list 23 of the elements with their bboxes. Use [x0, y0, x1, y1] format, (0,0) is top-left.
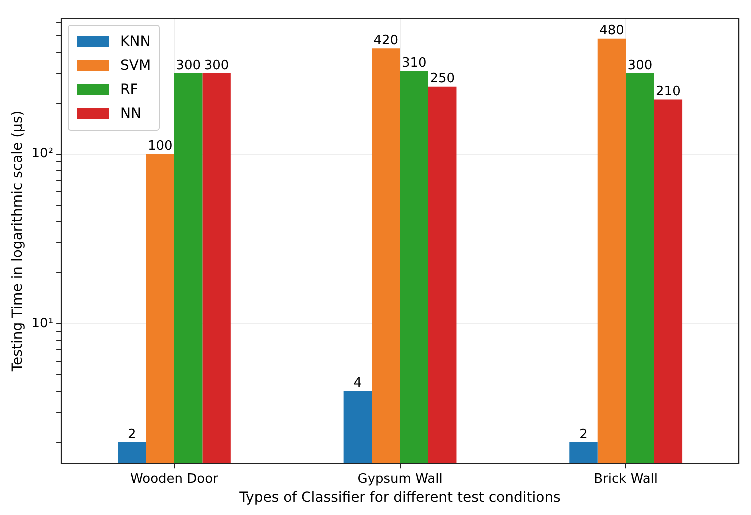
data-label: 310: [402, 56, 427, 71]
legend-label: KNN: [120, 34, 151, 50]
y-axis-title: Testing Time in logarithmic scale (µs): [10, 110, 26, 373]
data-label: 2: [128, 427, 136, 442]
data-label: 300: [628, 58, 653, 74]
legend-label: RF: [120, 82, 138, 98]
y-tick-label: 10²: [32, 146, 54, 162]
data-label: 420: [374, 34, 399, 49]
y-tick-label: 10¹: [32, 316, 54, 332]
x-tick-label: Brick Wall: [594, 472, 658, 487]
data-label: 2: [580, 427, 588, 442]
data-label: 210: [656, 84, 681, 100]
data-label: 250: [430, 72, 456, 87]
data-label: 300: [176, 58, 201, 74]
x-tick-label: Gypsum Wall: [358, 472, 443, 487]
x-axis-title: Types of Classifier for different test conditions: [238, 490, 561, 506]
legend-label: NN: [120, 106, 142, 122]
data-label: 4: [354, 376, 362, 392]
data-label: 480: [600, 24, 624, 39]
legend-label: SVM: [120, 58, 152, 74]
data-label: 100: [148, 139, 173, 154]
data-label: 300: [204, 58, 230, 74]
x-tick-label: Wooden Door: [130, 472, 220, 487]
